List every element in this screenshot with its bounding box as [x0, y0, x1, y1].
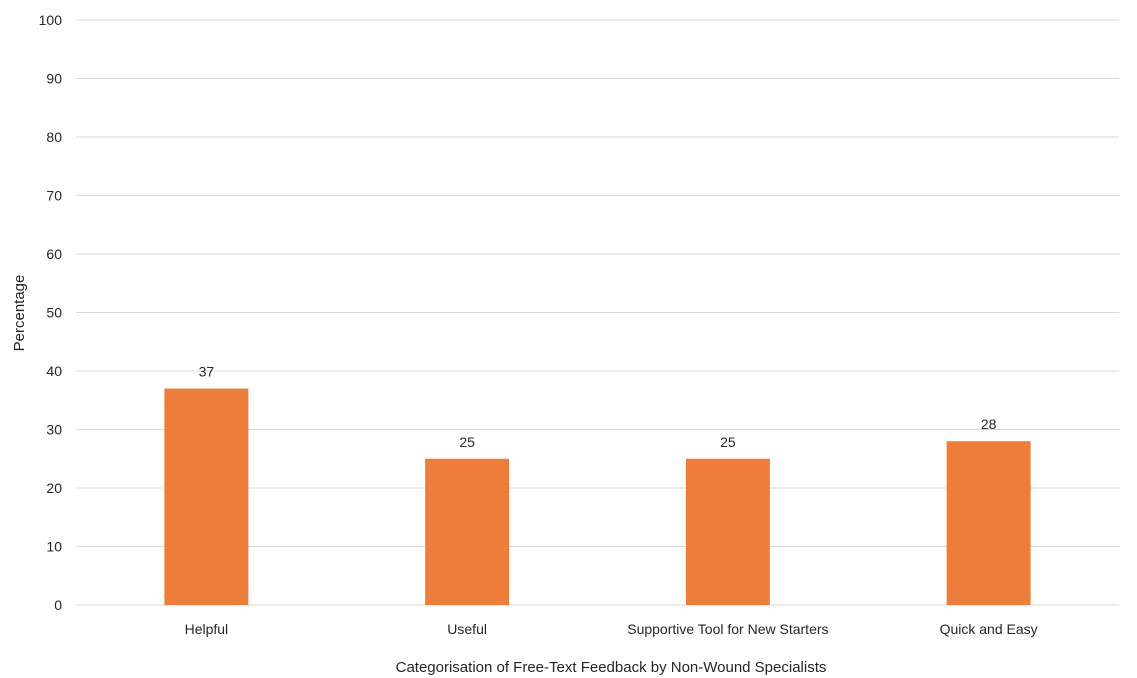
y-tick-label: 90 — [46, 71, 62, 87]
y-tick-label: 70 — [46, 188, 62, 204]
y-tick-label: 20 — [46, 480, 62, 496]
x-tick-label: Quick and Easy — [940, 621, 1038, 637]
y-tick-label: 30 — [46, 422, 62, 438]
bar-helpful — [164, 388, 249, 605]
x-tick-label: Helpful — [185, 621, 229, 637]
data-label: 25 — [720, 434, 736, 450]
y-tick-label: 100 — [39, 12, 63, 28]
y-axis-title: Percentage — [11, 275, 28, 352]
y-tick-label: 60 — [46, 246, 62, 262]
y-tick-labels: 0 10 20 30 40 50 60 70 80 90 100 — [39, 12, 63, 613]
bars — [164, 388, 1031, 605]
data-label: 28 — [981, 416, 997, 432]
data-label: 25 — [459, 434, 475, 450]
bar-useful — [425, 458, 510, 605]
data-label: 37 — [199, 364, 215, 380]
y-tick-label: 10 — [46, 539, 62, 555]
data-labels: 37 25 25 28 — [199, 364, 997, 450]
y-tick-label: 0 — [54, 597, 62, 613]
x-axis-title: Categorisation of Free-Text Feedback by … — [396, 659, 827, 676]
bar-supportive-tool-for-new-starters — [685, 458, 770, 605]
gridlines — [76, 19, 1119, 606]
x-tick-labels: Helpful Useful Supportive Tool for New Sta… — [185, 621, 1038, 637]
bar-quick-and-easy — [946, 441, 1031, 605]
x-tick-label: Supportive Tool for New Starters — [627, 621, 828, 637]
x-tick-label: Useful — [447, 621, 487, 637]
y-tick-label: 50 — [46, 305, 62, 321]
y-tick-label: 80 — [46, 129, 62, 145]
y-tick-label: 40 — [46, 363, 62, 379]
